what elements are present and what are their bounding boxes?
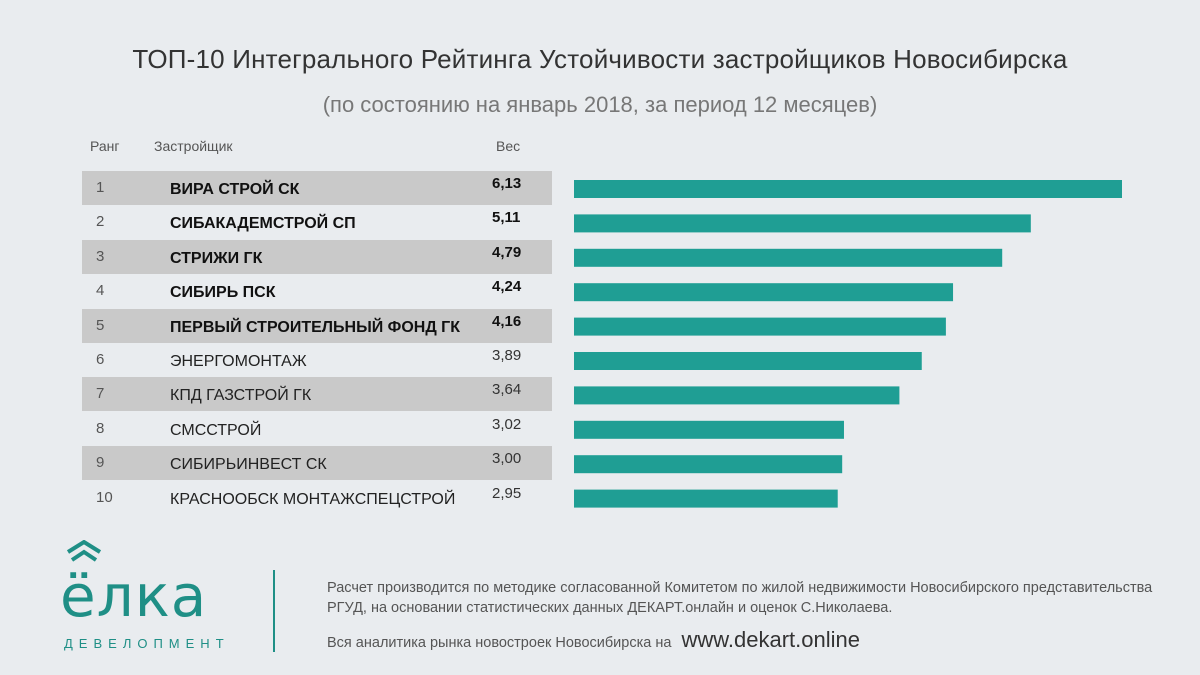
logo-roof-icon [66,540,102,562]
bar [574,317,946,336]
column-header-developer: Застройщик [154,138,233,154]
website-link[interactable]: www.dekart.online [681,627,860,652]
developer-name: ВИРА СТРОЙ СК [170,181,300,198]
rank-cell: 5 [96,316,105,334]
rank-cell: 10 [96,488,113,506]
rank-cell: 7 [96,385,105,403]
weight-value: 3,64 [492,381,522,399]
weight-value: 4,16 [492,312,522,330]
weight-value: 3,89 [492,347,522,364]
logo-subtitle: ДЕВЕЛОПМЕНТ [64,636,230,651]
bar [574,386,900,405]
rank-cell: 6 [96,351,105,368]
developer-name: СМССТРОЙ [170,421,262,439]
bar [574,283,954,302]
rank-cell: 4 [96,282,105,300]
developer-name: СИБИРЬИНВЕСТ СК [170,456,327,474]
table-row: 10 КРАСНООБСК МОНТАЖСПЕЦСТРОЙ 2,95 [82,481,552,515]
bar [574,352,922,370]
developer-name: СИБИРЬ ПСК [170,284,276,302]
table-row: 7 КПД ГАЗСТРОЙ ГК 3,64 [82,377,552,412]
logo-wordmark: ёлка [60,562,208,630]
analytics-text: Вся аналитика рынка новостроек Новосибир… [327,635,672,651]
developer-name: СТРИЖИ ГК [170,249,263,267]
weight-value: 3,00 [492,450,522,468]
table-row: 5 ПЕРВЫЙ СТРОИТЕЛЬНЫЙ ФОНД ГК 4,16 [82,308,552,343]
rank-cell: 2 [96,213,105,231]
developer-name: КПД ГАЗСТРОЙ ГК [170,387,312,405]
table-row: 9 СИБИРЬИНВЕСТ СК 3,00 [82,446,552,481]
bar [574,248,1003,267]
developer-name: СИБАКАДЕМСТРОЙ СП [170,215,356,233]
rank-cell: 1 [96,179,105,196]
column-header-rank: Ранг [90,138,120,154]
developer-name: ПЕРВЫЙ СТРОИТЕЛЬНЫЙ ФОНД ГК [170,318,461,336]
weight-value: 5,11 [492,209,521,227]
developer-name: КРАСНООБСК МОНТАЖСПЕЦСТРОЙ [170,490,456,508]
weight-value: 3,02 [492,415,522,433]
table-row: 6 ЭНЕРГОМОНТАЖ 3,89 [82,343,552,377]
weight-value: 4,24 [492,278,522,296]
weight-value: 2,95 [492,484,522,502]
chart-title: ТОП-10 Интегрального Рейтинга Устойчивос… [132,44,1068,74]
developer-name: ЭНЕРГОМОНТАЖ [170,353,307,370]
bar [574,420,844,439]
table-row: 1 ВИРА СТРОЙ СК 6,13 [82,171,552,205]
analytics-line: Вся аналитика рынка новостроек Новосибир… [327,627,860,653]
bar [574,455,843,474]
rank-cell: 3 [96,247,105,265]
chart-subtitle: (по состоянию на январь 2018, за период … [322,92,878,117]
column-header-weight: Вес [496,138,521,154]
table-row: 4 СИБИРЬ ПСК 4,24 [82,274,552,308]
weight-value: 6,13 [492,175,522,192]
rank-cell: 8 [96,419,105,437]
bar [574,180,1122,198]
table-row: 2 СИБАКАДЕМСТРОЙ СП 5,11 [82,205,552,239]
bar [574,214,1031,233]
bar [574,489,838,508]
table-row: 3 СТРИЖИ ГК 4,79 [82,239,552,274]
table-row: 8 СМССТРОЙ 3,02 [82,412,552,446]
methodology-note: Расчет производится по методике согласов… [327,580,1153,616]
rank-cell: 9 [96,454,105,472]
footer-divider [273,570,275,652]
weight-value: 4,79 [492,243,522,261]
